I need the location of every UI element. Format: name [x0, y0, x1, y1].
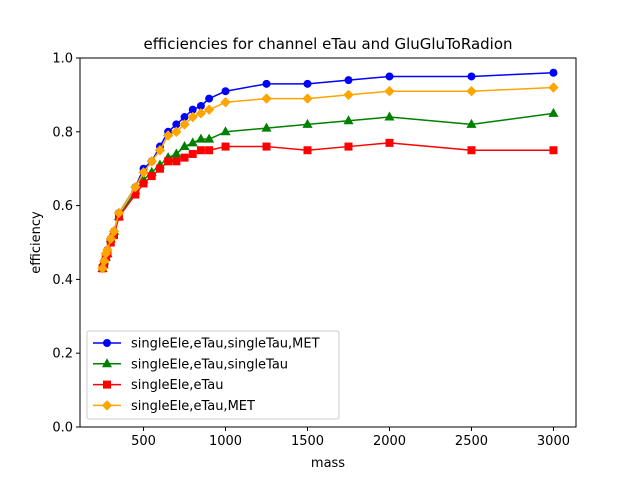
data-point: [195, 108, 207, 119]
data-point: [548, 107, 559, 117]
data-point: [303, 79, 312, 88]
data-point: [220, 97, 231, 108]
x-tick-label: 500: [131, 434, 156, 449]
series-group: [97, 82, 559, 274]
legend-item: singleEle,eTau: [93, 378, 223, 393]
plot-area: [97, 68, 559, 274]
legend-item: singleEle,eTau,MET: [93, 399, 255, 414]
plot-frame: [79, 57, 577, 428]
data-point: [466, 118, 477, 128]
data-point: [343, 115, 354, 125]
data-point: [384, 111, 395, 121]
data-point: [205, 146, 214, 155]
data-point: [261, 93, 272, 104]
data-point: [221, 87, 230, 96]
x-axis-label: mass: [311, 456, 345, 471]
data-point: [467, 146, 476, 155]
data-point: [108, 226, 120, 237]
data-point: [105, 233, 116, 245]
legend-label: singleEle,eTau: [131, 378, 223, 393]
data-point: [343, 89, 354, 101]
legend-item: singleEle,eTau,singleTau: [93, 357, 288, 372]
data-point: [549, 146, 558, 155]
data-point: [172, 157, 181, 166]
data-point: [113, 207, 125, 219]
data-point: [171, 126, 182, 138]
legend-label: singleEle,eTau,MET: [131, 399, 255, 414]
y-axis-label: efficiency: [29, 211, 44, 274]
legend-box: [86, 330, 340, 420]
data-point: [466, 86, 477, 97]
data-point: [303, 146, 312, 155]
data-point: [102, 244, 113, 256]
data-point: [302, 93, 313, 104]
axis-ticks: 500 1000 1500 2000 2500 3000 0.0 0.2 0.4 0.6 0.8 1.…: [52, 52, 570, 450]
data-point: [164, 157, 173, 166]
legend-label: singleEle,eTau,singleTau,MET: [131, 337, 320, 352]
data-point: [220, 126, 231, 136]
data-point: [195, 133, 206, 143]
data-point: [196, 146, 205, 155]
legend-item: singleEle,eTau,singleTau,MET: [93, 337, 320, 352]
data-point: [147, 172, 156, 181]
data-point: [385, 72, 394, 81]
data-point: [302, 118, 313, 128]
data-point: [262, 79, 271, 88]
data-point: [261, 122, 272, 132]
x-tick-label: 1500: [291, 434, 324, 449]
legend-marker: [101, 400, 113, 411]
data-point: [205, 94, 214, 103]
data-point: [204, 133, 215, 143]
series-group: [98, 138, 558, 273]
data-point: [221, 142, 230, 151]
data-point: [171, 148, 182, 158]
y-tick-label: 0.2: [52, 347, 73, 362]
legend-marker: [101, 358, 113, 368]
legend-marker: [103, 380, 111, 389]
legend-marker: [103, 339, 111, 347]
data-point: [187, 137, 198, 147]
data-point: [384, 86, 395, 97]
y-tick-label: 0.4: [52, 273, 73, 288]
y-tick-label: 0.6: [52, 199, 73, 214]
data-point: [138, 167, 149, 178]
data-point: [549, 68, 558, 77]
data-point: [203, 104, 215, 115]
data-point: [146, 156, 157, 167]
data-point: [154, 145, 166, 156]
data-point: [180, 153, 189, 162]
chart-title: efficiencies for channel eTau and GluGlu…: [143, 35, 512, 53]
data-point: [155, 164, 164, 173]
data-point: [344, 142, 353, 151]
y-tick-label: 0.0: [52, 421, 73, 436]
data-point: [98, 255, 110, 267]
y-tick-label: 0.8: [52, 125, 73, 140]
data-point: [139, 179, 148, 188]
data-point: [262, 142, 271, 151]
data-point: [97, 263, 108, 274]
data-point: [188, 149, 197, 158]
data-point: [548, 82, 559, 93]
x-tick-label: 2000: [373, 434, 406, 449]
data-point: [162, 130, 174, 141]
x-tick-label: 3000: [537, 434, 570, 449]
data-point: [179, 119, 190, 130]
legend-label: singleEle,eTau,singleTau: [131, 357, 288, 372]
y-tick-label: 1.0: [52, 52, 73, 67]
x-tick-label: 2500: [455, 434, 488, 449]
data-point: [179, 141, 190, 151]
data-point: [130, 181, 141, 193]
data-point: [344, 76, 353, 85]
legend: singleEle,eTau,singleTau,MET singleEle,eT…: [86, 330, 340, 420]
data-point: [187, 111, 198, 123]
data-point: [385, 138, 394, 147]
x-tick-label: 1000: [209, 434, 242, 449]
data-point: [467, 72, 476, 81]
